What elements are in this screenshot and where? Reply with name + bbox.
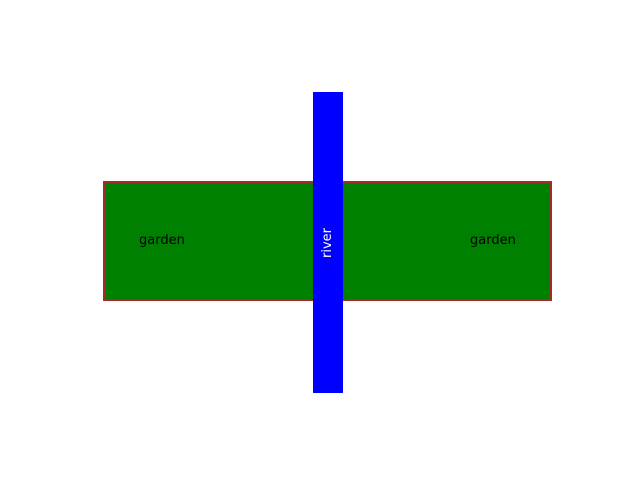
river-label: river — [320, 228, 335, 258]
garden-label-left: garden — [139, 233, 185, 248]
garden-label-right: garden — [470, 233, 516, 248]
river-strip — [313, 92, 343, 393]
